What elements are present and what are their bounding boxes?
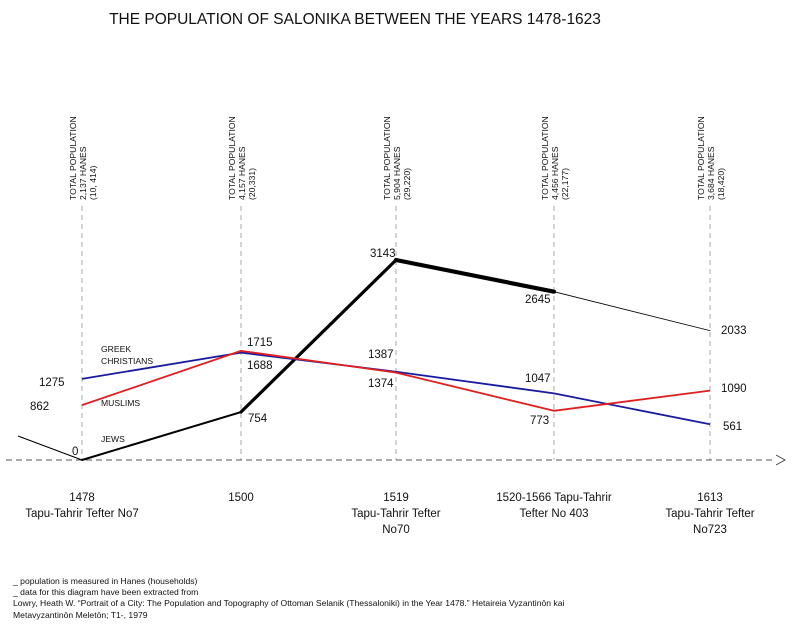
x-tick-source: Tefter No 403 — [519, 508, 588, 520]
total-hanes: 4,456 HANES — [550, 146, 560, 200]
total-persons: (29,220) — [402, 168, 412, 200]
total-heading: TOTAL POPULATION — [68, 116, 78, 200]
series-labels: JEWS GREEK CHRISTIANS MUSLIMS — [101, 344, 153, 444]
muslims-line — [81, 349, 711, 412]
value-label: 1387 — [368, 349, 394, 361]
x-tick-source: No70 — [382, 524, 410, 536]
total-heading: TOTAL POPULATION — [382, 116, 392, 200]
footnotes: _ population is measured in Hanes (house… — [13, 576, 564, 621]
x-tick-labels: 1478 Tapu-Tahrir Tefter No7 1500 1519 Tapu-T… — [25, 492, 755, 536]
x-tick-year: 1519 — [383, 492, 409, 504]
series-name-label: CHRISTIANS — [101, 356, 153, 366]
jews-line-lead — [17, 435, 83, 461]
total-population-labels: TOTAL POPULATION 2,137 HANES (10, 414) TOTA… — [68, 116, 726, 200]
footnote-line: _ population is measured in Hanes (house… — [13, 576, 198, 586]
total-persons: (10, 414) — [88, 165, 98, 200]
jews-line-segment — [393, 257, 557, 294]
jews-line-segment — [239, 258, 398, 414]
value-label: 561 — [723, 421, 742, 433]
value-label: 0 — [72, 446, 78, 458]
total-persons: (18,420) — [716, 168, 726, 200]
x-tick-year: 1613 — [697, 492, 723, 504]
total-hanes: 5,904 HANES — [392, 146, 402, 200]
value-label: 1374 — [368, 378, 394, 390]
series-lines — [17, 257, 711, 461]
footnote-line: Lowry, Heath W. “Portrait of a City: The… — [13, 598, 565, 609]
value-labels: 0 754 3143 2645 2033 1275 1688 1387 1047 561 862 17… — [30, 248, 747, 458]
value-label: 3143 — [370, 248, 396, 260]
series-name-label: JEWS — [101, 434, 125, 444]
value-label: 2645 — [525, 294, 551, 306]
footnote-line: _ data for this diagram have been extrac… — [13, 587, 199, 598]
value-label: 754 — [248, 413, 268, 425]
x-tick-source: Tapu-Tahrir Tefter — [665, 508, 754, 520]
total-heading: TOTAL POPULATION — [540, 116, 550, 200]
value-label: 1275 — [39, 377, 65, 389]
value-label: 1688 — [247, 360, 273, 372]
total-heading: TOTAL POPULATION — [227, 116, 237, 200]
value-label: 1715 — [247, 337, 273, 349]
x-axis — [6, 454, 787, 466]
value-label: 2033 — [721, 325, 747, 337]
jews-line-segment — [81, 411, 242, 461]
guide-lines — [81, 206, 711, 460]
value-label: 1090 — [721, 383, 747, 395]
x-tick-source: Tapu-Tahrir Tefter No7 — [25, 508, 139, 520]
series-name-label: GREEK — [101, 344, 131, 354]
x-tick-source: No723 — [693, 524, 727, 536]
x-tick-year: 1520-1566 Tapu-Tahrir — [496, 492, 612, 504]
x-tick-source: Tapu-Tahrir Tefter — [351, 508, 440, 520]
value-label: 773 — [530, 415, 549, 427]
total-hanes: 3,684 HANES — [706, 146, 716, 200]
total-hanes: 4,157 HANES — [237, 146, 247, 200]
x-tick-year: 1500 — [228, 492, 254, 504]
value-label: 1047 — [525, 373, 551, 385]
jews-line-segment — [553, 291, 711, 332]
footnote-line: Metavyzantinōn Meletōn; T1-, 1979 — [13, 609, 148, 620]
series-name-label: MUSLIMS — [101, 398, 140, 408]
total-persons: (22,177) — [560, 168, 570, 200]
x-axis-arrow — [775, 454, 787, 466]
value-label: 862 — [30, 401, 49, 413]
x-tick-year: 1478 — [69, 492, 95, 504]
total-heading: TOTAL POPULATION — [696, 116, 706, 200]
total-hanes: 2,137 HANES — [78, 146, 88, 200]
total-persons: (20,331) — [247, 168, 257, 200]
chart-title: THE POPULATION OF SALONIKA BETWEEN THE Y… — [109, 11, 601, 28]
